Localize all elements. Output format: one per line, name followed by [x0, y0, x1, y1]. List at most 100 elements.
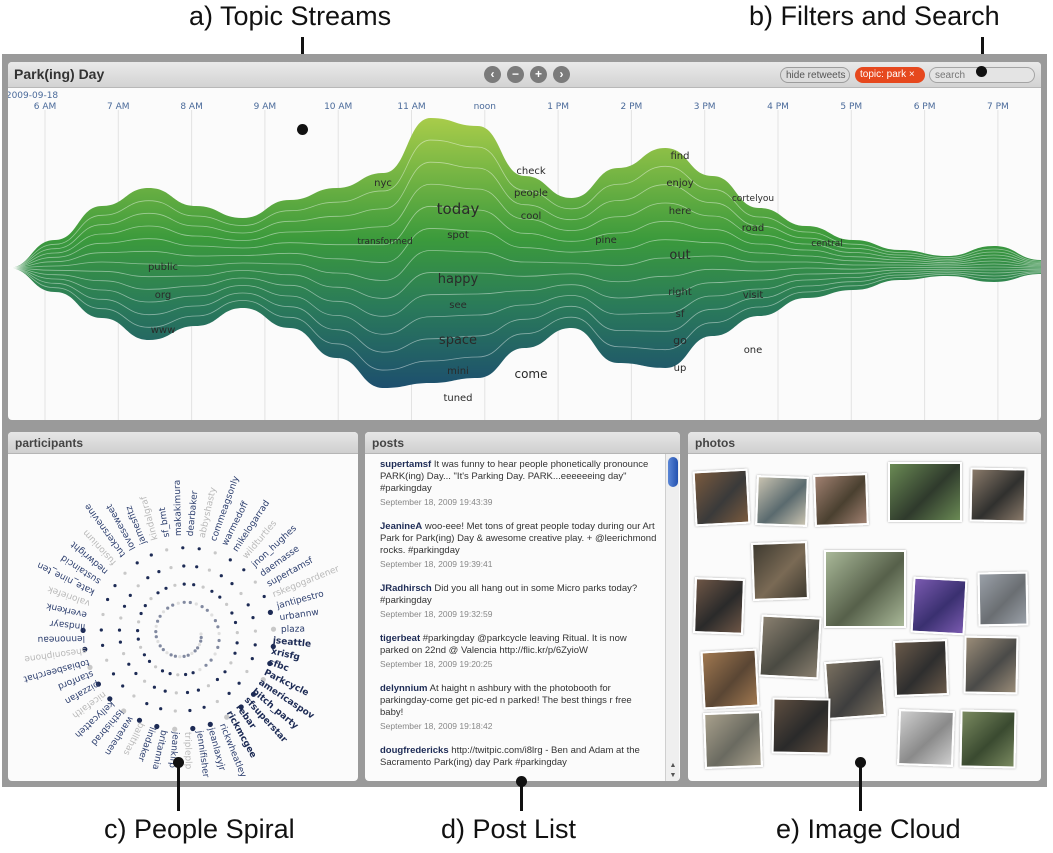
participant-dot[interactable] — [194, 602, 198, 606]
post-item[interactable]: delynnium At haight n ashbury with the p… — [380, 683, 657, 732]
photo-thumbnail[interactable] — [824, 658, 886, 720]
stream-word-go[interactable]: go — [673, 334, 687, 347]
stream-word-road[interactable]: road — [742, 223, 765, 234]
stream-word-right[interactable]: right — [668, 287, 692, 298]
stream-word-public[interactable]: public — [148, 262, 178, 273]
participant-dot[interactable] — [213, 551, 217, 555]
photo-thumbnail[interactable] — [771, 697, 831, 755]
participant-dot[interactable] — [82, 646, 88, 652]
participant-dot[interactable] — [139, 611, 143, 616]
participant-name[interactable]: tripleplp — [182, 732, 193, 770]
participant-dot[interactable] — [253, 580, 257, 584]
participant-dot[interactable] — [119, 616, 123, 620]
participant-dot[interactable] — [225, 602, 229, 606]
participant-name[interactable]: makakimura — [173, 480, 184, 536]
stream-word-org[interactable]: org — [155, 290, 171, 301]
participant-dot[interactable] — [217, 638, 221, 643]
stream-word-out[interactable]: out — [669, 248, 690, 263]
stream-word-check[interactable]: check — [516, 166, 545, 177]
participant-name[interactable]: lennoneau — [38, 633, 86, 644]
participant-dot[interactable] — [217, 631, 221, 636]
participant-dot[interactable] — [137, 620, 141, 624]
participant-dot[interactable] — [245, 669, 249, 674]
participant-dot[interactable] — [169, 566, 173, 570]
photo-thumbnail[interactable] — [969, 467, 1027, 523]
stream-word-people[interactable]: people — [514, 188, 548, 199]
participant-dot[interactable] — [166, 606, 170, 610]
participant-dot[interactable] — [199, 639, 203, 643]
participant-dot[interactable] — [157, 570, 161, 574]
participant-dot[interactable] — [123, 571, 127, 575]
photo-thumbnail[interactable] — [758, 614, 822, 680]
participant-dot[interactable] — [156, 591, 160, 595]
participant-dot[interactable] — [198, 668, 202, 672]
participant-dot[interactable] — [154, 635, 158, 639]
participant-dot[interactable] — [228, 558, 232, 562]
photo-thumbnail[interactable] — [888, 462, 962, 522]
participant-dot[interactable] — [159, 707, 163, 711]
participant-dot[interactable] — [182, 654, 186, 658]
participant-dot[interactable] — [229, 661, 233, 665]
participant-dot[interactable] — [121, 684, 125, 688]
participant-dot[interactable] — [250, 657, 254, 661]
participant-dot[interactable] — [213, 619, 217, 623]
participant-dot[interactable] — [191, 671, 195, 675]
participant-dot[interactable] — [105, 658, 109, 662]
participant-dot[interactable] — [182, 600, 186, 604]
participant-dot[interactable] — [163, 689, 167, 693]
participant-dot[interactable] — [215, 677, 219, 682]
participant-dot[interactable] — [168, 672, 172, 676]
participant-dot[interactable] — [190, 725, 196, 732]
participant-dot[interactable] — [165, 651, 169, 655]
participant-dot[interactable] — [99, 628, 103, 632]
participant-dot[interactable] — [227, 691, 231, 695]
participant-dot[interactable] — [253, 629, 257, 633]
photo-thumbnail[interactable] — [703, 711, 763, 769]
photo-thumbnail[interactable] — [692, 468, 751, 527]
stream-word-cool[interactable]: cool — [521, 211, 542, 222]
participant-name[interactable]: lindsayr — [49, 618, 86, 632]
participant-dot[interactable] — [106, 597, 110, 602]
photo-thumbnail[interactable] — [897, 709, 955, 767]
post-user[interactable]: supertamsf — [380, 459, 432, 470]
participant-dot[interactable] — [149, 553, 153, 557]
photo-thumbnail[interactable] — [751, 541, 809, 601]
stream-word-come[interactable]: come — [514, 367, 547, 381]
stream-word-transformed[interactable]: transformed — [357, 237, 412, 247]
stream-body[interactable] — [8, 118, 1041, 388]
participant-dot[interactable] — [118, 640, 122, 644]
stream-word-sf[interactable]: sf — [676, 309, 685, 320]
participant-dot[interactable] — [235, 631, 239, 635]
participant-dot[interactable] — [154, 723, 160, 730]
participant-dot[interactable] — [237, 681, 241, 685]
participant-dot[interactable] — [204, 663, 208, 667]
photo-thumbnail[interactable] — [977, 571, 1029, 627]
post-item[interactable]: tigerbeat #parkingday @parkcycle leaving… — [380, 633, 657, 670]
participant-dot[interactable] — [173, 654, 177, 658]
photo-thumbnail[interactable] — [700, 648, 760, 710]
participant-dot[interactable] — [174, 691, 178, 695]
participant-dot[interactable] — [173, 709, 177, 713]
participant-dot[interactable] — [87, 664, 93, 670]
stream-word-see[interactable]: see — [449, 300, 467, 311]
participant-dot[interactable] — [136, 637, 140, 641]
participant-dot[interactable] — [135, 561, 139, 565]
post-item[interactable]: JeanineA woo-eee! Met tons of great peop… — [380, 521, 657, 570]
participant-dot[interactable] — [207, 721, 213, 727]
participant-dot[interactable] — [184, 672, 188, 677]
participant-dot[interactable] — [111, 672, 116, 676]
stream-word-happy[interactable]: happy — [438, 272, 479, 287]
photo-thumbnail[interactable] — [755, 475, 809, 527]
scroll-thumb[interactable] — [668, 457, 678, 487]
participant-dot[interactable] — [154, 624, 158, 628]
participant-dot[interactable] — [238, 704, 244, 710]
participant-dot[interactable] — [192, 583, 196, 587]
participant-dot[interactable] — [165, 548, 169, 552]
stream-word-mini[interactable]: mini — [447, 366, 469, 377]
participant-dot[interactable] — [95, 681, 101, 687]
participant-dot[interactable] — [182, 582, 186, 586]
hide-retweets-button[interactable]: hide retweets — [780, 67, 850, 83]
participant-dot[interactable] — [193, 649, 197, 653]
stream-word-visit[interactable]: visit — [743, 290, 764, 301]
participant-dot[interactable] — [197, 547, 201, 551]
